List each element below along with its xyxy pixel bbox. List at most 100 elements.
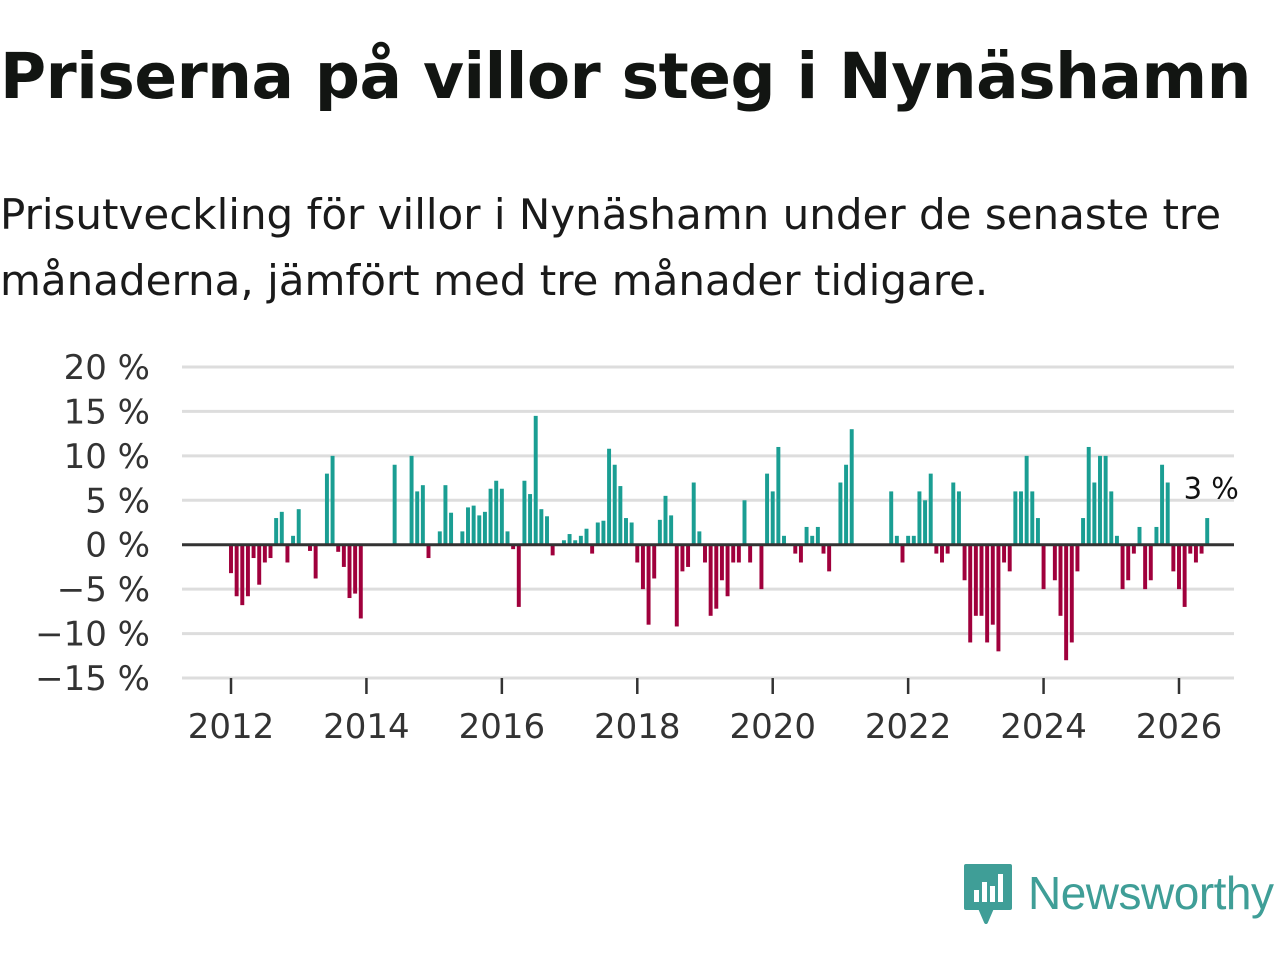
bar (951, 482, 956, 545)
bar (962, 544, 967, 581)
bar (522, 480, 527, 545)
bar (1177, 544, 1181, 590)
bar (669, 515, 674, 545)
bar (640, 544, 645, 590)
chart-subtitle: Prisutveckling för villor i Nynäshamn un… (0, 190, 1222, 305)
bar (347, 544, 352, 599)
bar (770, 491, 775, 545)
bar (415, 491, 420, 545)
bar (1120, 544, 1125, 590)
bar (578, 535, 583, 545)
bar (1148, 544, 1153, 581)
bar (1075, 544, 1080, 572)
y-axis-labels: 20 %15 % 10 %5 % 0 %−5 % −10 %−15 % (35, 348, 150, 699)
bar (279, 511, 284, 545)
bar (1052, 544, 1057, 581)
bar (985, 544, 990, 643)
bar (550, 544, 555, 556)
bar (624, 518, 628, 545)
bar (1041, 544, 1046, 590)
bar (928, 473, 933, 545)
bar (274, 518, 279, 545)
bar (499, 488, 504, 545)
bar (1188, 544, 1193, 554)
bar (1081, 518, 1086, 545)
brand-name: Newsworthy (1028, 867, 1274, 919)
bar (449, 512, 454, 545)
bar (477, 515, 482, 545)
x-tick-label: 2026 (1136, 707, 1223, 747)
bar (511, 544, 516, 550)
bar (765, 473, 770, 545)
bar (1030, 491, 1035, 545)
bar-chart: 20 %15 %10 %5 %0 %−5 %−10 %−15 % 2012 201… (35, 348, 1239, 747)
bar (392, 464, 397, 545)
bar (234, 544, 239, 597)
bar (934, 544, 939, 554)
bar (798, 544, 803, 563)
bar (330, 455, 335, 545)
bar (1154, 526, 1159, 545)
bar (973, 544, 978, 616)
bar (674, 544, 679, 627)
bar (482, 511, 487, 545)
bar (426, 544, 431, 559)
bar (584, 528, 589, 545)
bar (629, 522, 634, 545)
bar (1035, 518, 1040, 545)
bar (240, 544, 245, 606)
bar (341, 544, 346, 567)
bar (917, 491, 922, 545)
bar (1069, 544, 1074, 643)
bar (539, 509, 544, 545)
bar (1205, 518, 1210, 545)
x-tick-label: 2022 (865, 707, 952, 747)
bar (229, 544, 233, 574)
bar (471, 505, 476, 545)
bar (804, 526, 809, 545)
bar (358, 544, 363, 619)
bar (652, 544, 657, 579)
bar (545, 516, 549, 545)
bar (296, 509, 301, 545)
bar (285, 544, 290, 563)
bar (313, 544, 318, 579)
bar (956, 491, 961, 545)
y-tick-label: 5 % (85, 481, 150, 521)
bar (731, 544, 736, 563)
bar (262, 544, 267, 563)
bar (505, 531, 510, 545)
bar (838, 482, 843, 545)
x-tick-label: 2014 (323, 707, 410, 747)
bar (923, 500, 928, 545)
bar (1092, 482, 1097, 545)
x-tick-label: 2024 (1000, 707, 1087, 747)
bar (945, 544, 950, 554)
bar (409, 455, 414, 545)
bar (725, 544, 730, 597)
bar (1013, 491, 1018, 545)
bar (821, 544, 826, 554)
newsworthy-logo: Newsworthy (962, 862, 1274, 924)
bar (759, 544, 764, 590)
bar (703, 544, 707, 563)
bar (748, 544, 753, 563)
x-tick-label: 2012 (188, 707, 275, 747)
bar (324, 473, 329, 545)
bar (251, 544, 256, 559)
bar (1114, 535, 1119, 545)
bar (494, 480, 499, 545)
bar (618, 486, 623, 545)
bar (1199, 544, 1204, 554)
bar (528, 494, 533, 545)
bar (601, 520, 606, 545)
bar (1171, 544, 1176, 572)
bar (460, 531, 465, 545)
y-tick-label: −5 % (57, 570, 150, 610)
y-tick-label: −15 % (35, 659, 150, 699)
y-tick-label: 10 % (64, 437, 150, 477)
x-tick-label: 2018 (594, 707, 681, 747)
bar (815, 526, 820, 545)
bar (590, 544, 595, 554)
bar (533, 415, 538, 545)
